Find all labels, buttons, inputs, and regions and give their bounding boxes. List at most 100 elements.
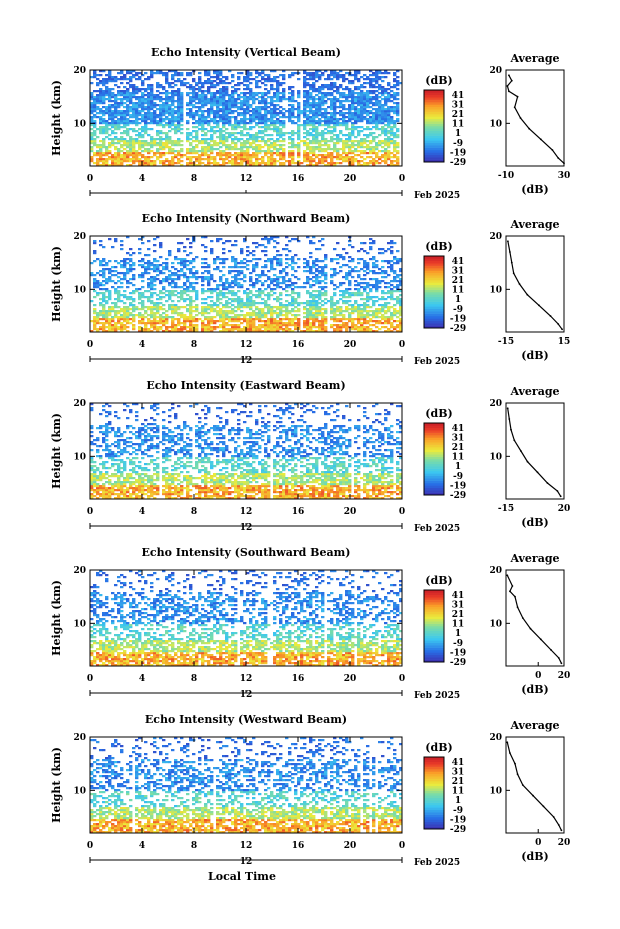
echo-cell — [234, 280, 238, 283]
echo-cell — [270, 128, 274, 131]
echo-cell — [306, 326, 310, 329]
echo-cell — [165, 266, 169, 269]
echo-cell — [201, 90, 205, 93]
echo-cell — [108, 100, 112, 103]
echo-cell — [327, 86, 331, 89]
echo-cell — [354, 96, 358, 99]
echo-cell — [174, 132, 178, 135]
echo-cell — [210, 146, 214, 149]
echo-cell — [117, 124, 121, 127]
echo-cell — [318, 124, 322, 127]
echo-cell — [264, 102, 268, 105]
echo-cell — [129, 142, 133, 145]
echo-cell — [261, 82, 265, 85]
echo-cell — [297, 136, 301, 139]
echo-cell — [375, 136, 379, 139]
echo-cell — [171, 70, 175, 73]
echo-cell — [138, 296, 142, 299]
echo-cell — [213, 96, 217, 99]
echo-cell — [189, 282, 193, 285]
echo-cell — [168, 142, 172, 145]
echo-cell — [270, 318, 274, 321]
echo-cell — [390, 90, 394, 93]
echo-cell — [282, 70, 286, 73]
echo-cell — [336, 86, 340, 89]
echo-cell — [99, 88, 103, 91]
echo-cell — [231, 286, 235, 289]
echo-cell — [291, 132, 295, 135]
echo-cell — [258, 96, 262, 99]
echo-cell — [234, 324, 238, 327]
echo-cell — [384, 138, 388, 141]
echo-cell — [264, 238, 268, 241]
echo-cell — [189, 98, 193, 101]
echo-cell — [126, 154, 130, 157]
echo-cell — [162, 162, 166, 165]
echo-cell — [243, 320, 247, 323]
echo-cell — [207, 80, 211, 83]
echo-cell — [357, 104, 361, 107]
echo-cell — [351, 82, 355, 85]
echo-cell — [279, 148, 283, 151]
echo-cell — [255, 294, 259, 297]
echo-cell — [174, 80, 178, 83]
echo-cell — [375, 156, 379, 159]
echo-cell — [207, 284, 211, 287]
echo-cell — [315, 148, 319, 151]
echo-cell — [333, 122, 337, 125]
echo-cell — [156, 152, 160, 155]
echo-cell — [327, 140, 331, 143]
echo-cell — [174, 312, 178, 315]
echo-cell — [153, 322, 157, 325]
echo-cell — [111, 124, 115, 127]
echo-cell — [216, 76, 220, 79]
echo-cell — [195, 84, 199, 87]
echo-cell — [96, 90, 100, 93]
echo-cell — [111, 286, 115, 289]
echo-cell — [345, 138, 349, 141]
echo-cell — [255, 106, 259, 109]
echo-cell — [231, 142, 235, 145]
echo-cell — [102, 102, 106, 105]
echo-cell — [99, 270, 103, 273]
echo-cell — [105, 110, 109, 113]
echo-cell — [219, 132, 223, 135]
echo-cell — [132, 306, 136, 309]
echo-cell — [285, 244, 289, 247]
echo-cell — [270, 282, 274, 285]
echo-cell — [396, 104, 400, 107]
echo-cell — [255, 144, 259, 147]
echo-cell — [99, 120, 103, 123]
echo-cell — [123, 102, 127, 105]
panel-2: Echo Intensity (Northward Beam)Height (k… — [50, 212, 570, 367]
echo-cell — [363, 142, 367, 145]
echo-cell — [204, 102, 208, 105]
echo-cell — [309, 310, 313, 313]
echo-cell — [360, 92, 364, 95]
echo-cell — [297, 164, 301, 166]
echo-cell — [180, 322, 184, 325]
echo-cell — [117, 322, 121, 325]
echo-cell — [111, 92, 115, 95]
echo-cell — [117, 286, 121, 289]
echo-cell — [150, 92, 154, 95]
echo-cell — [315, 258, 319, 261]
echo-cell — [273, 104, 277, 107]
echo-cell — [393, 112, 397, 115]
echo-cell — [126, 100, 130, 103]
echo-cell — [114, 128, 118, 131]
echo-cell — [93, 252, 97, 255]
echo-cell — [375, 76, 379, 79]
echo-cell — [177, 138, 181, 141]
echo-cell — [204, 302, 208, 305]
echo-cell — [306, 300, 310, 303]
echo-cell — [216, 304, 220, 307]
echo-cell — [225, 278, 229, 281]
echo-cell — [126, 296, 130, 299]
echo-cell — [345, 144, 349, 147]
echo-cell — [225, 128, 229, 131]
echo-cell — [123, 262, 127, 265]
echo-cell — [108, 308, 112, 311]
echo-cell — [168, 250, 172, 253]
echo-cell — [222, 158, 226, 161]
